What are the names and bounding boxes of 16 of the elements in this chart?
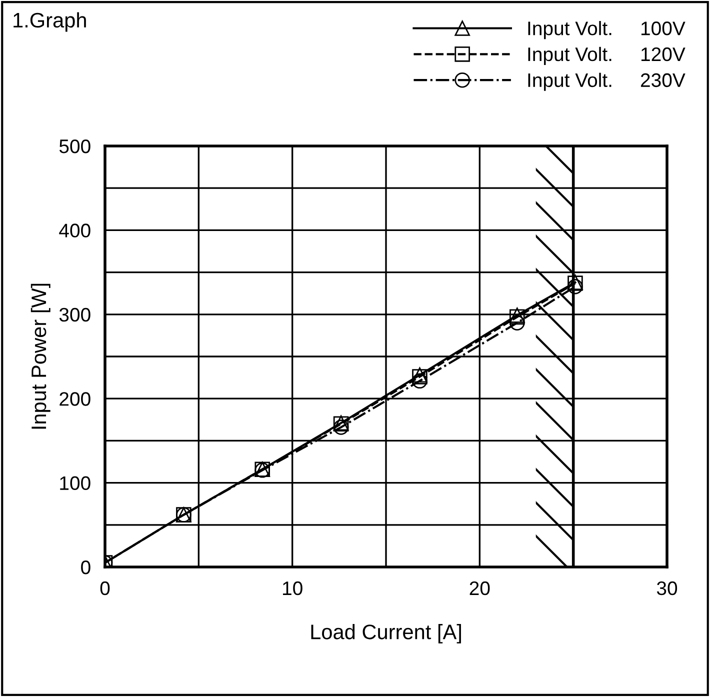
- y-tick-label: 300: [59, 308, 90, 322]
- x-tick-label: 20: [470, 581, 490, 596]
- legend-label: Input Volt. 100V: [528, 20, 686, 40]
- y-tick-label: 200: [60, 392, 90, 406]
- x-axis-title: Load Current [A]: [311, 624, 461, 644]
- y-tick-label: 0: [81, 560, 90, 574]
- y-tick-label: 100: [60, 476, 90, 490]
- x-tick-label: 0: [100, 581, 110, 596]
- legend-label: Input Volt. 120V: [528, 46, 686, 66]
- legend-label: Input Volt. 230V: [528, 72, 686, 91]
- x-tick-label: 30: [656, 581, 678, 596]
- y-axis-title: Input Power [W]: [30, 284, 50, 429]
- x-tick-label: 10: [283, 581, 302, 596]
- y-tick-label: 500: [59, 139, 90, 154]
- chart-title: 1.Graph: [14, 12, 86, 32]
- y-tick-label: 400: [59, 224, 90, 238]
